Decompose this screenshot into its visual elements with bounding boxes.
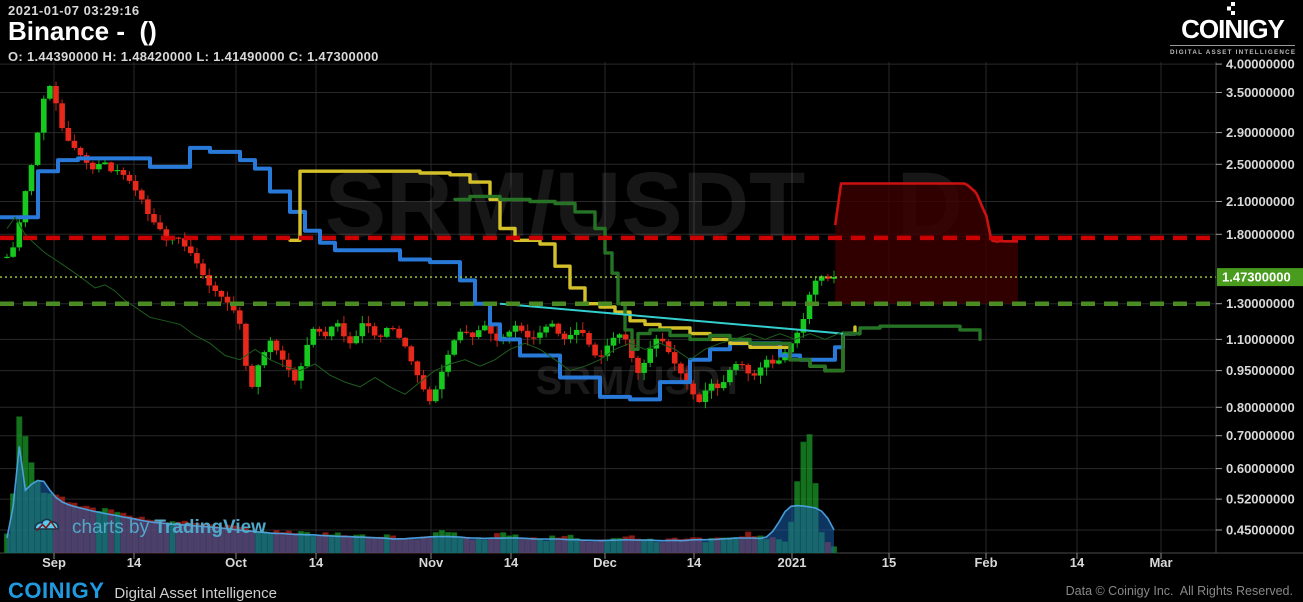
svg-text:14: 14 [687, 555, 702, 570]
svg-text:1.80000000: 1.80000000 [1226, 227, 1295, 242]
svg-text:2.90000000: 2.90000000 [1226, 125, 1295, 140]
svg-text:1.30000000: 1.30000000 [1226, 296, 1295, 311]
svg-text:0.52000000: 0.52000000 [1226, 492, 1295, 507]
svg-text:2.50000000: 2.50000000 [1226, 157, 1295, 172]
svg-text:2021: 2021 [778, 555, 807, 570]
svg-text:0.80000000: 0.80000000 [1226, 400, 1295, 415]
svg-text:15: 15 [882, 555, 896, 570]
svg-text:Dec: Dec [593, 555, 617, 570]
svg-text:14: 14 [309, 555, 324, 570]
svg-text:14: 14 [504, 555, 519, 570]
svg-text:1.47300000: 1.47300000 [1222, 270, 1291, 285]
svg-text:14: 14 [1070, 555, 1085, 570]
svg-text:1.10000000: 1.10000000 [1226, 332, 1295, 347]
svg-text:14: 14 [127, 555, 142, 570]
svg-text:2.10000000: 2.10000000 [1226, 194, 1295, 209]
svg-text:0.60000000: 0.60000000 [1226, 461, 1295, 476]
svg-text:0.70000000: 0.70000000 [1226, 428, 1295, 443]
svg-text:Nov: Nov [419, 555, 444, 570]
svg-text:0.95000000: 0.95000000 [1226, 363, 1295, 378]
svg-text:3.50000000: 3.50000000 [1226, 85, 1295, 100]
svg-text:0.45000000: 0.45000000 [1226, 523, 1295, 538]
svg-text:Sep: Sep [42, 555, 66, 570]
svg-text:Mar: Mar [1149, 555, 1172, 570]
svg-text:Feb: Feb [974, 555, 997, 570]
svg-text:Oct: Oct [225, 555, 247, 570]
svg-text:4.00000000: 4.00000000 [1226, 57, 1295, 72]
